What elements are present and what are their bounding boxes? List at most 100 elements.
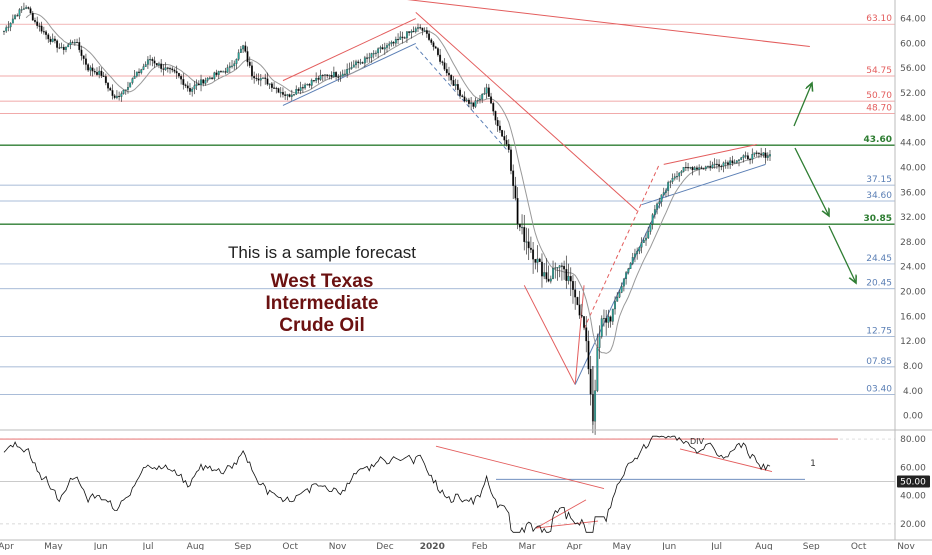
candle-body	[118, 95, 121, 98]
candle-body	[193, 85, 196, 90]
candle-body	[233, 63, 236, 67]
candle-body	[206, 77, 209, 81]
candle-body	[135, 71, 138, 77]
level-label-1: 54.75	[866, 66, 892, 76]
candle-body	[27, 7, 30, 9]
candle-body	[645, 237, 647, 241]
candle-body	[496, 120, 499, 127]
candle-body	[428, 33, 430, 40]
candle-body	[749, 158, 752, 160]
candle-body	[184, 84, 187, 86]
candle-body	[89, 67, 92, 71]
x-tick-11: Mar	[519, 542, 536, 550]
candles	[3, 2, 771, 435]
candle-body	[299, 87, 302, 91]
level-label-4: 43.60	[864, 135, 892, 145]
candle-body	[538, 258, 541, 263]
candle-body	[634, 253, 636, 258]
x-tick-12: Apr	[567, 542, 583, 550]
candle-body	[304, 84, 307, 89]
candle-body	[104, 76, 107, 84]
candle-body	[381, 47, 384, 50]
candle-body	[443, 62, 446, 70]
y-tick-1: 60.00	[900, 39, 926, 49]
candle-body	[738, 159, 740, 161]
candle-body	[483, 93, 486, 95]
candle-body	[665, 190, 667, 193]
candle-body	[65, 46, 67, 50]
candle-body	[410, 31, 413, 33]
candle-body	[62, 46, 65, 50]
candle-body	[372, 53, 375, 55]
candle-body	[603, 318, 605, 320]
x-tick-15: Jul	[710, 542, 722, 550]
candle-body	[390, 41, 393, 45]
candle-body	[133, 76, 136, 79]
candle-body	[91, 67, 94, 72]
level-label-0: 63.10	[866, 14, 892, 24]
candle-body	[642, 240, 645, 243]
candle-body	[465, 99, 468, 102]
candle-body	[510, 149, 512, 171]
rising-dashed-line	[583, 164, 660, 329]
x-tick-8: Dec	[376, 542, 393, 550]
candle-body	[436, 48, 439, 56]
candle-body	[164, 67, 167, 70]
candle-body	[215, 72, 218, 75]
candle-body	[408, 31, 411, 33]
candle-body	[25, 7, 28, 9]
candle-body	[47, 34, 50, 40]
candle-body	[248, 61, 251, 66]
candle-body	[549, 278, 552, 282]
candle-body	[140, 69, 143, 73]
candle-body	[691, 167, 694, 171]
divergence-label: DIV	[690, 437, 705, 446]
candle-body	[155, 63, 158, 66]
candle-body	[498, 125, 501, 131]
y-tick-4: 48.00	[900, 114, 926, 124]
candle-body	[580, 314, 583, 317]
candle-body	[503, 136, 506, 141]
candle-body	[36, 21, 39, 26]
candle-body	[405, 31, 408, 39]
rsi-line	[3, 435, 771, 534]
candle-body	[200, 79, 202, 86]
candle-body	[441, 61, 444, 63]
candle-body	[565, 268, 568, 281]
candle-body	[417, 27, 419, 29]
instrument-line-1: West Texas	[271, 271, 374, 292]
candle-body	[237, 52, 240, 60]
candle-body	[175, 71, 178, 74]
candle-body	[684, 166, 687, 169]
candle-body	[14, 15, 16, 20]
candle-body	[505, 139, 508, 145]
candle-body	[231, 65, 233, 67]
candle-body	[682, 166, 685, 172]
level-label-12: 03.40	[866, 385, 892, 395]
candle-body	[96, 72, 98, 75]
candle-body	[720, 165, 723, 168]
candle-body	[492, 103, 495, 112]
candle-body	[594, 390, 597, 422]
x-tick-1: May	[44, 542, 63, 550]
candle-body	[197, 83, 200, 86]
candle-body	[111, 90, 114, 96]
candle-body	[707, 165, 709, 168]
candle-body	[58, 47, 61, 49]
candle-body	[7, 26, 10, 28]
x-tick-5: Sep	[234, 542, 251, 550]
candle-body	[718, 164, 721, 167]
candle-body	[359, 62, 362, 64]
candle-body	[762, 152, 765, 155]
candle-body	[514, 185, 517, 199]
candle-body	[5, 27, 8, 32]
x-tick-6: Oct	[282, 542, 298, 550]
candle-body	[572, 281, 574, 290]
candle-body	[45, 31, 47, 35]
candle-body	[609, 316, 612, 322]
candle-body	[293, 94, 295, 96]
candle-body	[760, 153, 763, 155]
candle-body	[186, 85, 189, 89]
candle-body	[403, 37, 406, 39]
